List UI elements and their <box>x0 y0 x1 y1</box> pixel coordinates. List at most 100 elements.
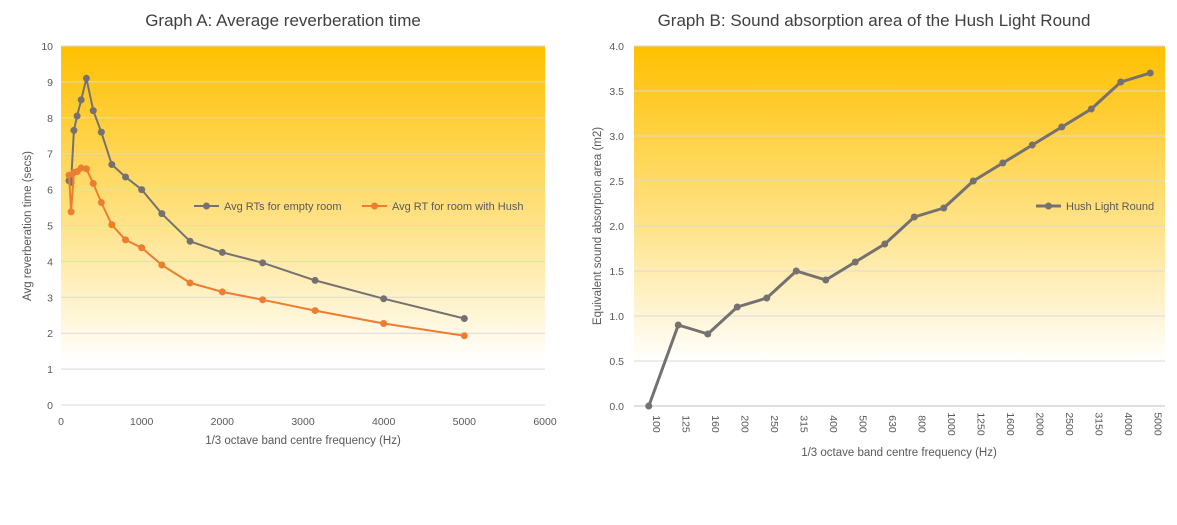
y-tick-label: 2.5 <box>609 176 624 188</box>
y-tick-label: 0 <box>47 400 53 412</box>
series-line-0 <box>647 71 1151 407</box>
data-point <box>259 259 267 267</box>
data-point <box>138 244 146 252</box>
y-tick-label: 3.0 <box>609 131 624 143</box>
x-tick-label: 1000 <box>130 416 154 428</box>
graph-a-x-axis-title: 1/3 octave band centre frequency (Hz) <box>205 435 401 447</box>
graph-a: Graph A: Average reverberation time 0 1 2 3… <box>22 11 557 447</box>
data-point <box>1058 123 1066 131</box>
x-tick-label: 4000 <box>1122 412 1134 436</box>
graph-a-y-tick-labels: 0 1 2 3 4 5 6 7 8 9 10 <box>41 41 53 412</box>
y-tick-label: 1.5 <box>609 266 624 278</box>
data-point <box>792 267 800 275</box>
data-point <box>89 179 97 187</box>
data-point <box>259 296 267 304</box>
data-point <box>851 258 859 266</box>
y-tick-label: 2.0 <box>609 221 624 233</box>
x-tick-label: 4000 <box>372 416 396 428</box>
data-point <box>910 213 918 221</box>
y-tick-label: 4 <box>47 256 53 268</box>
y-tick-label: 1 <box>47 364 53 376</box>
graph-a-legend: Avg RTs for empty room Avg RT for room w… <box>194 201 523 213</box>
x-tick-label: 160 <box>709 415 721 433</box>
data-point <box>82 165 90 173</box>
x-tick-label: 3000 <box>291 416 315 428</box>
data-point <box>822 276 830 284</box>
x-tick-label: 125 <box>679 415 691 433</box>
data-point <box>1146 69 1154 77</box>
data-point <box>82 74 90 82</box>
x-tick-label: 315 <box>797 415 809 433</box>
y-tick-label: 2 <box>47 328 53 340</box>
x-tick-label: 6000 <box>533 416 557 428</box>
x-tick-label: 2000 <box>211 416 235 428</box>
data-point <box>674 321 682 329</box>
legend-label-empty-room: Avg RTs for empty room <box>224 201 342 213</box>
data-point <box>70 126 78 134</box>
x-tick-label: 1600 <box>1004 412 1016 436</box>
data-point <box>122 173 130 181</box>
data-point <box>969 177 977 185</box>
data-point <box>158 210 166 218</box>
y-tick-label: 0.0 <box>609 401 624 413</box>
graph-b-series <box>645 69 1154 410</box>
data-point <box>311 307 319 315</box>
data-point <box>881 240 889 248</box>
y-tick-label: 3.5 <box>609 86 624 98</box>
x-tick-label: 2000 <box>1033 412 1045 436</box>
data-point <box>380 320 388 328</box>
data-point <box>73 112 81 120</box>
y-tick-label: 0.5 <box>609 356 624 368</box>
graph-a-title: Graph A: Average reverberation time <box>145 11 421 30</box>
x-tick-label: 2500 <box>1063 412 1075 436</box>
data-point <box>218 288 226 296</box>
data-point <box>67 208 75 216</box>
data-point <box>460 314 468 322</box>
x-tick-label: 3150 <box>1092 412 1104 436</box>
x-tick-label: 400 <box>827 415 839 433</box>
y-tick-label: 5 <box>47 221 53 233</box>
x-tick-label: 5000 <box>453 416 477 428</box>
graph-b: Graph B: Sound absorption area of the Hu… <box>592 11 1165 459</box>
graph-a-y-axis-title: Avg reverberation time (secs) <box>22 151 34 301</box>
data-point <box>122 236 130 244</box>
x-tick-label: 0 <box>58 416 64 428</box>
y-tick-label: 7 <box>47 149 53 161</box>
data-point <box>186 237 194 245</box>
data-point <box>97 128 105 136</box>
data-point <box>158 261 166 269</box>
graph-b-x-tick-labels: 100 125 160 200 250 315 400 500 630 800 1000 1250 16… <box>650 412 1164 436</box>
data-point <box>89 107 97 115</box>
data-point <box>940 204 948 212</box>
data-point <box>999 159 1007 167</box>
data-point <box>763 294 771 302</box>
y-tick-label: 4.0 <box>609 41 624 53</box>
legend-label-room-with-hush: Avg RT for room with Hush <box>392 201 523 213</box>
y-tick-label: 1.0 <box>609 311 624 323</box>
graph-b-legend: Hush Light Round <box>1036 201 1154 213</box>
x-tick-label: 800 <box>915 415 927 433</box>
data-point <box>1087 105 1095 113</box>
data-point <box>138 186 146 194</box>
y-tick-label: 6 <box>47 185 53 197</box>
graph-b-gridlines <box>634 45 1165 407</box>
data-point <box>645 402 653 410</box>
graph-a-x-tick-labels: 0 1000 2000 3000 4000 5000 6000 <box>58 416 557 428</box>
data-point <box>108 221 116 229</box>
graph-b-title: Graph B: Sound absorption area of the Hu… <box>658 11 1091 30</box>
x-tick-label: 1250 <box>974 412 986 436</box>
data-point <box>704 330 712 338</box>
y-tick-label: 3 <box>47 292 53 304</box>
graph-a-series <box>65 74 468 340</box>
x-tick-label: 5000 <box>1151 412 1163 436</box>
x-tick-label: 100 <box>650 415 662 433</box>
data-point <box>97 199 105 207</box>
data-point <box>1117 78 1125 86</box>
legend-label-hush-light-round: Hush Light Round <box>1066 201 1154 213</box>
data-point <box>77 96 85 104</box>
data-point <box>218 248 226 256</box>
data-point <box>77 164 85 172</box>
x-tick-label: 250 <box>768 415 780 433</box>
y-tick-label: 9 <box>47 77 53 89</box>
